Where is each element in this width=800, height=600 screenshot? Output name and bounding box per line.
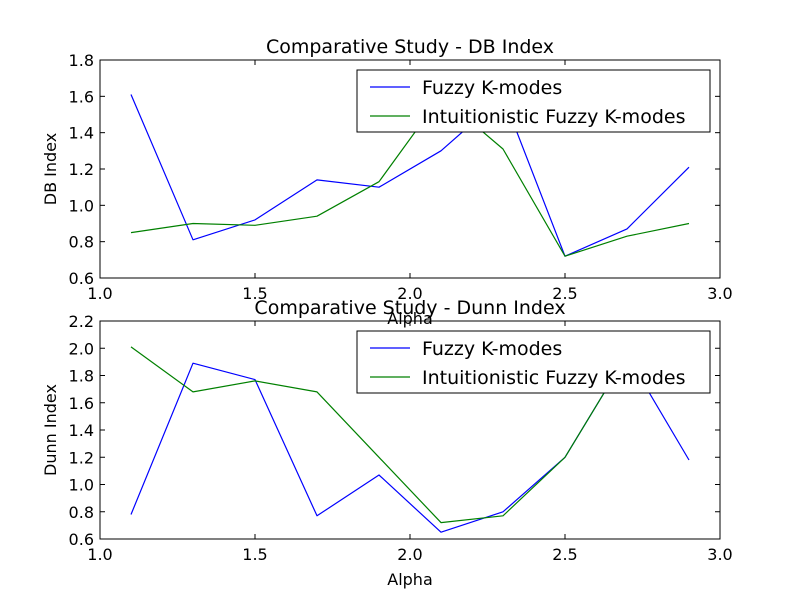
y-tick-label: 0.8 — [69, 233, 94, 252]
y-axis-label: Dunn Index — [41, 384, 60, 476]
y-tick-label: 1.0 — [69, 196, 94, 215]
x-tick-label: 2.5 — [552, 284, 577, 303]
x-tick-label: 1.0 — [87, 545, 112, 564]
chart-title: Comparative Study - Dunn Index — [254, 297, 565, 319]
legend-box — [356, 69, 711, 133]
y-tick-label: 2.0 — [69, 339, 94, 358]
x-tick-label: 1.5 — [242, 284, 267, 303]
series-line-intuitionistic-fuzzy-k-modes — [130, 346, 689, 524]
y-tick-label: 0.6 — [69, 530, 94, 549]
y-tick-label: 1.6 — [69, 394, 94, 413]
legend-entry-label: Fuzzy K-modes — [422, 77, 562, 99]
x-tick-label: 2.0 — [397, 284, 422, 303]
chart-1: 1.0 1.5 2.0 2.5 3.0 0.6 0.8 1.0 1.2 1.4 1.6 1.8 Alph… — [41, 36, 733, 328]
y-axis-label: DB Index — [41, 133, 60, 205]
series-line-intuitionistic-fuzzy-k-modes — [130, 95, 690, 257]
x-tick-label: 2.0 — [397, 545, 422, 564]
y-tick-label: 1.2 — [69, 448, 94, 467]
legend: Fuzzy K-modes Intuitionistic Fuzzy K-mode… — [356, 330, 711, 394]
legend: Fuzzy K-modes Intuitionistic Fuzzy K-mode… — [356, 69, 711, 133]
legend-entry-label: Intuitionistic Fuzzy K-modes — [422, 106, 685, 128]
y-tick-label: 1.4 — [69, 421, 94, 440]
x-axis-label: Alpha — [387, 309, 433, 328]
chart-title: Comparative Study - DB Index — [266, 36, 554, 58]
x-tick-label: 2.5 — [552, 545, 577, 564]
x-tick-label: 1.0 — [87, 284, 112, 303]
y-tick-label: 1.8 — [69, 51, 94, 70]
legend-entry-label: Fuzzy K-modes — [422, 338, 562, 360]
y-tick-label: 2.2 — [69, 312, 94, 331]
y-tick-label: 1.8 — [69, 367, 94, 386]
y-tick-label: 1.6 — [69, 87, 94, 106]
y-tick-label: 1.2 — [69, 160, 94, 179]
legend-entry-label: Intuitionistic Fuzzy K-modes — [422, 367, 685, 389]
chart-2: 1.0 1.5 2.0 2.5 3.0 0.6 0.8 1.0 1.2 1.4 1.6 1.8 2.0 2… — [41, 297, 733, 589]
y-tick-label: 0.8 — [69, 503, 94, 522]
x-tick-label: 1.5 — [242, 545, 267, 564]
y-tick-label: 1.4 — [69, 124, 94, 143]
x-tick-label: 3.0 — [707, 545, 732, 564]
y-tick-label: 0.6 — [69, 269, 94, 288]
y-tick-label: 1.0 — [69, 476, 94, 495]
x-tick-label: 3.0 — [707, 284, 732, 303]
x-axis-label: Alpha — [387, 570, 433, 589]
series-line-fuzzy-k-modes — [130, 94, 690, 257]
legend-box — [356, 330, 711, 394]
